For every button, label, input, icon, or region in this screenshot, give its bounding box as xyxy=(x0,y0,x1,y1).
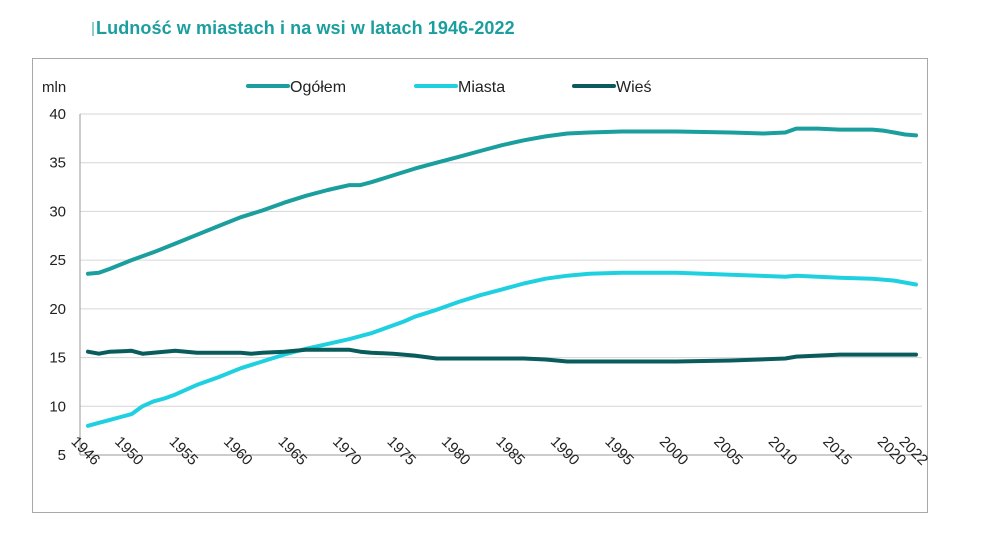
x-tick-label-2000: 2000 xyxy=(656,433,692,469)
series-line-1 xyxy=(86,126,918,276)
x-tick-label-1960: 1960 xyxy=(220,433,256,469)
x-tick-label-1995: 1995 xyxy=(601,433,637,469)
legend-label-2: Miasta xyxy=(458,79,505,96)
y-tick-label-40: 40 xyxy=(49,106,66,123)
legend: Ogółem Miasta Wieś xyxy=(246,79,652,96)
chart-frame xyxy=(32,58,928,513)
series-lines xyxy=(86,126,918,428)
legend-label-3: Wieś xyxy=(616,79,652,96)
x-tick-label-1985: 1985 xyxy=(492,433,528,469)
x-tick-label-1990: 1990 xyxy=(547,433,583,469)
x-tick-label-1980: 1980 xyxy=(438,433,474,469)
gridlines xyxy=(80,113,922,407)
x-tick-label-2010: 2010 xyxy=(765,433,801,469)
legend-label-1: Ogółem xyxy=(290,79,346,96)
x-tick-label-1965: 1965 xyxy=(275,433,311,469)
x-tick-label-1955: 1955 xyxy=(166,433,202,469)
x-tick-label-1946: 1946 xyxy=(68,433,104,469)
title-accent-mark xyxy=(92,22,94,36)
chart-title: Ludność w miastach i na wsi w latach 194… xyxy=(96,18,515,38)
x-tick-label-1950: 1950 xyxy=(111,433,147,469)
y-tick-label-20: 20 xyxy=(49,301,66,318)
y-tick-label-10: 10 xyxy=(49,398,66,415)
y-tick-label-30: 30 xyxy=(49,203,66,220)
x-tick-label-2005: 2005 xyxy=(710,433,746,469)
series-line-2 xyxy=(86,270,918,428)
x-tick-label-1975: 1975 xyxy=(384,433,420,469)
y-tick-label-25: 25 xyxy=(49,252,66,269)
y-tick-label-5: 5 xyxy=(58,447,66,464)
x-tick-label-2015: 2015 xyxy=(819,433,855,469)
x-tick-label-1970: 1970 xyxy=(329,433,365,469)
y-axis-unit-label: mln xyxy=(42,79,66,96)
y-tick-label-35: 35 xyxy=(49,155,66,172)
series-line-3 xyxy=(86,347,918,364)
y-tick-label-15: 15 xyxy=(49,350,66,367)
